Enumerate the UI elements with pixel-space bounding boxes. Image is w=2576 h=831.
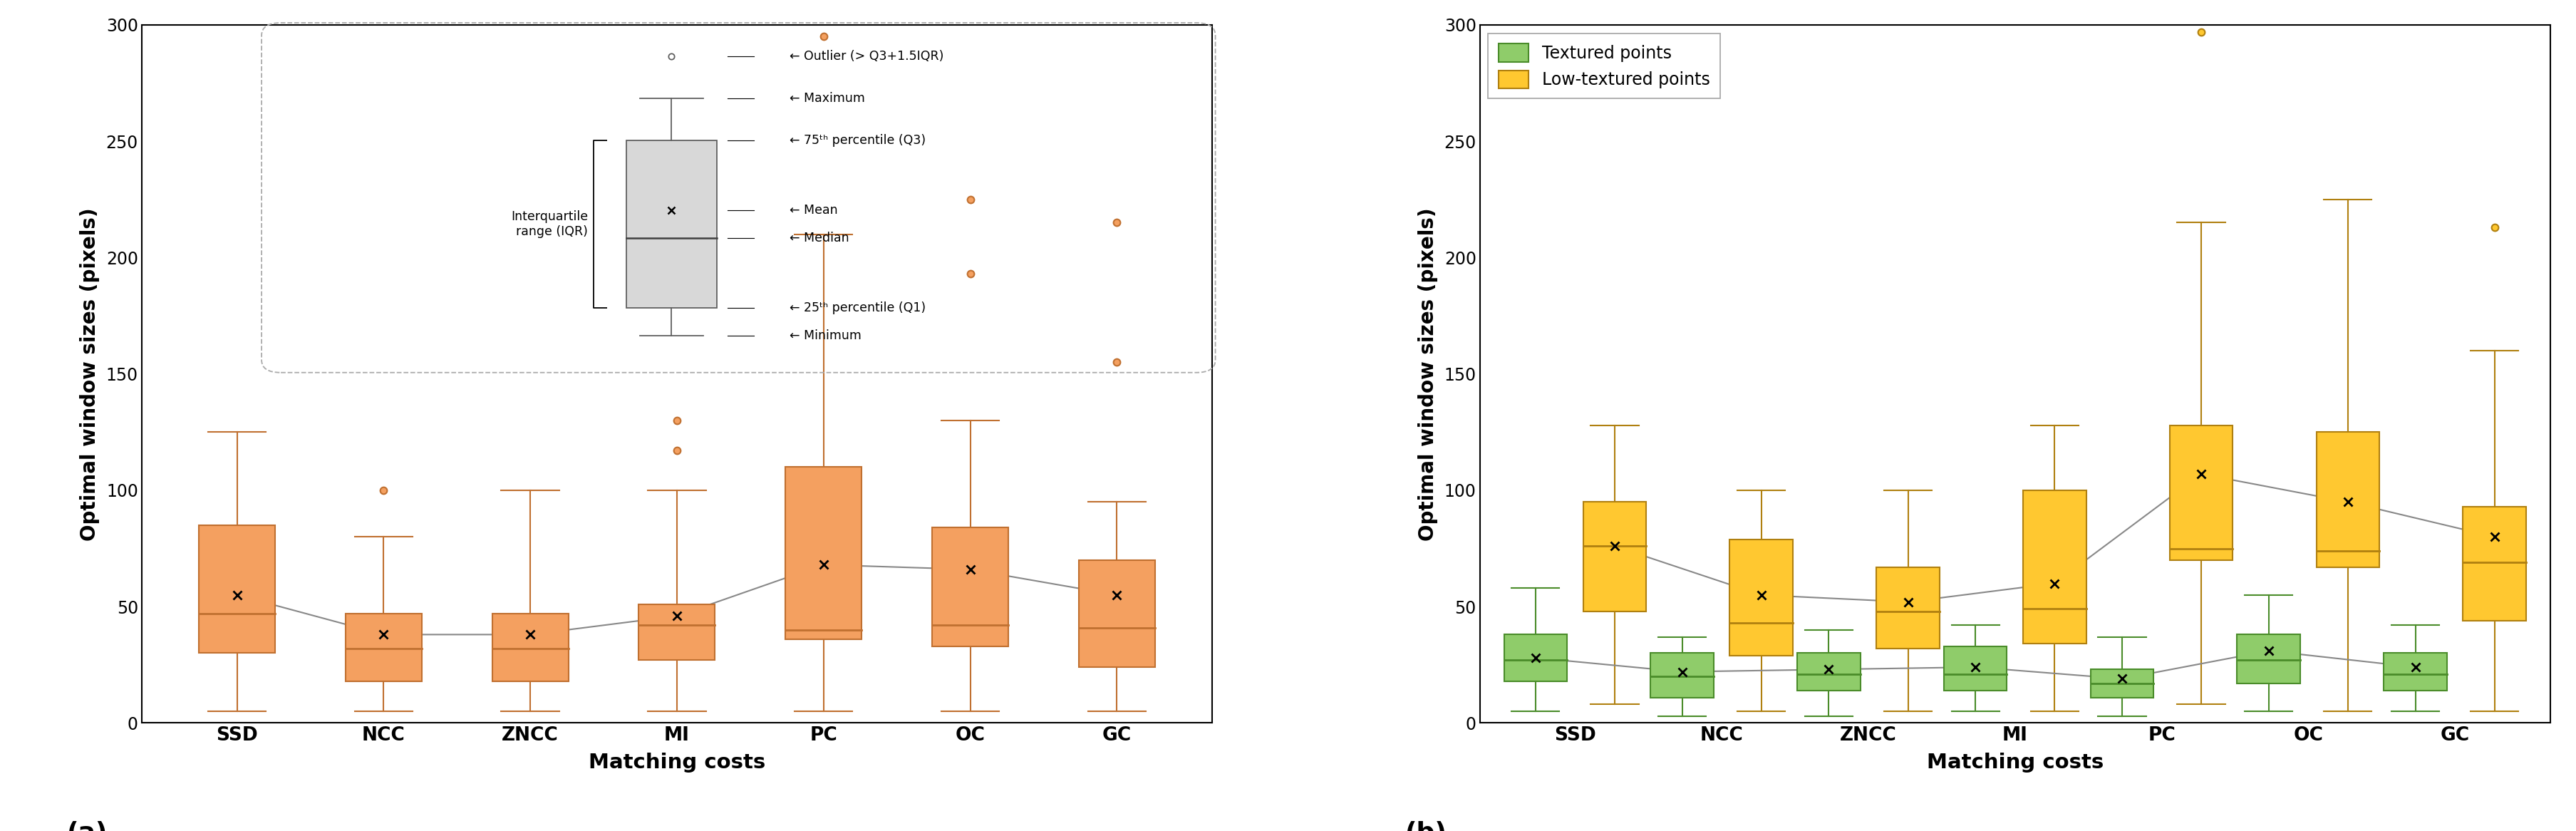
Text: (a): (a) — [67, 821, 108, 831]
Bar — [933, 528, 1007, 647]
Bar — [626, 140, 716, 307]
Bar — [1504, 635, 1566, 681]
Bar — [345, 613, 422, 681]
Bar — [1731, 539, 1793, 656]
Bar — [1798, 653, 1860, 691]
Bar — [2236, 635, 2300, 683]
Bar — [639, 604, 716, 660]
Legend: Textured points, Low-textured points: Textured points, Low-textured points — [1489, 33, 1721, 99]
Text: ← Outlier (> Q3+1.5IQR): ← Outlier (> Q3+1.5IQR) — [788, 50, 943, 63]
Text: ← 25ᵗʰ percentile (Q1): ← 25ᵗʰ percentile (Q1) — [788, 301, 925, 314]
Bar — [1945, 647, 2007, 691]
Y-axis label: Optimal window sizes (pixels): Optimal window sizes (pixels) — [1419, 207, 1437, 541]
Text: ← Maximum: ← Maximum — [788, 91, 866, 105]
Bar — [1651, 653, 1713, 697]
Text: Interquartile
range (IQR): Interquartile range (IQR) — [510, 210, 587, 238]
Bar — [2383, 653, 2447, 691]
X-axis label: Matching costs: Matching costs — [587, 753, 765, 773]
Bar — [1875, 567, 1940, 648]
Bar — [198, 525, 276, 653]
Bar — [2316, 432, 2380, 567]
Bar — [1584, 502, 1646, 612]
Y-axis label: Optimal window sizes (pixels): Optimal window sizes (pixels) — [80, 207, 100, 541]
Bar — [786, 467, 863, 639]
Text: ← Median: ← Median — [788, 231, 850, 244]
Bar — [1079, 560, 1154, 667]
Bar — [2022, 490, 2087, 644]
Text: (b): (b) — [1404, 821, 1448, 831]
X-axis label: Matching costs: Matching costs — [1927, 753, 2105, 773]
Text: ← Mean: ← Mean — [788, 204, 837, 216]
Text: ← 75ᵗʰ percentile (Q3): ← 75ᵗʰ percentile (Q3) — [788, 134, 925, 146]
Bar — [2092, 670, 2154, 697]
Bar — [2169, 425, 2233, 560]
Bar — [2463, 507, 2527, 621]
Bar — [492, 613, 569, 681]
Text: ← Minimum: ← Minimum — [788, 329, 860, 342]
